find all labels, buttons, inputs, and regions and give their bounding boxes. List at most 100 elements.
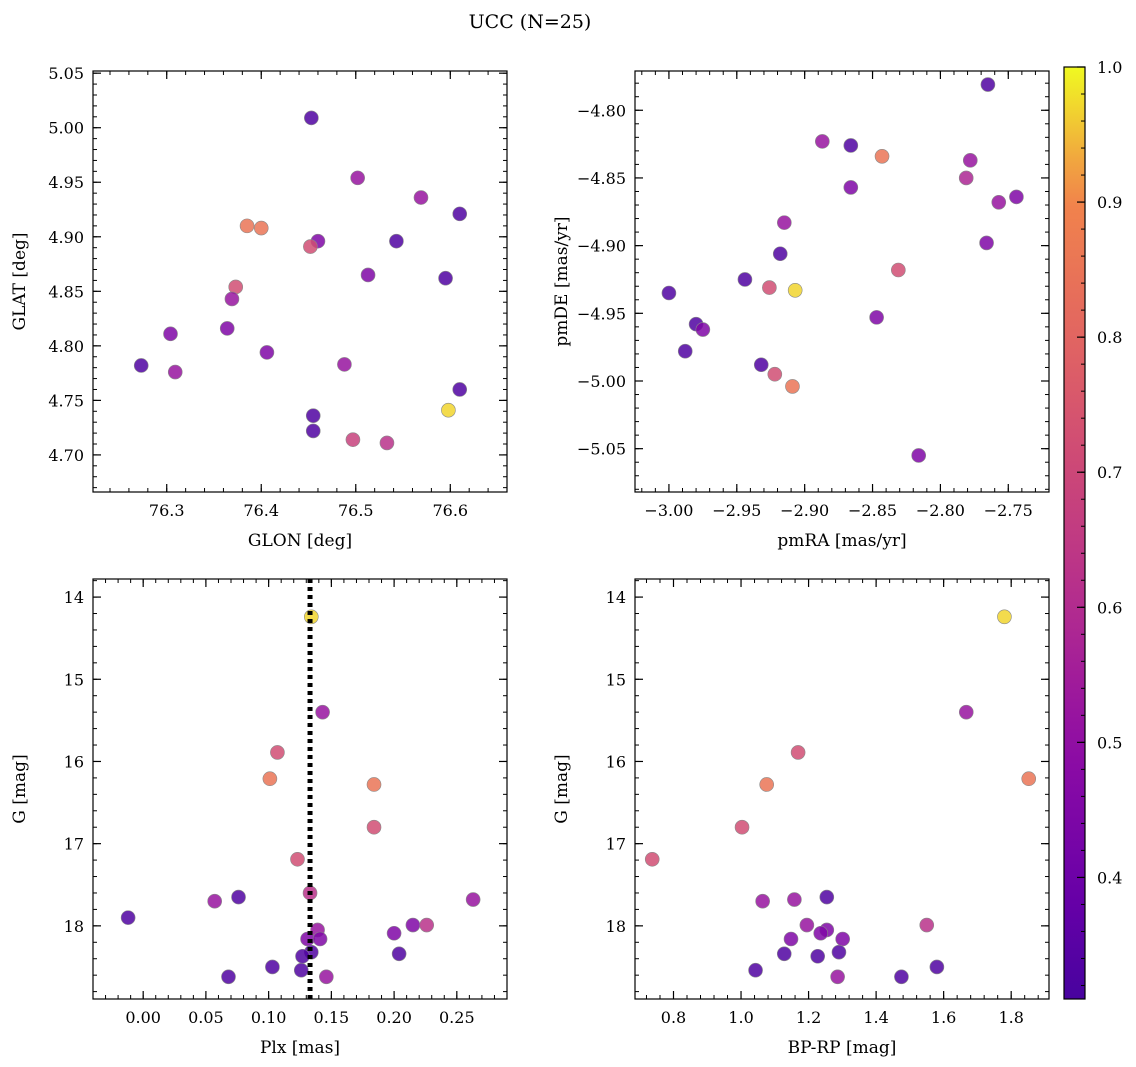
x-tick-label: 0.10 [251,1008,287,1027]
x-tick-label: 76.6 [432,501,468,520]
data-point [305,423,321,439]
x-axis-label: GLON [deg] [248,531,352,551]
data-point [810,948,825,964]
x-tick-label: 0.20 [376,1008,412,1027]
y-axis-label: pmDE [mas/yr] [552,216,572,346]
y-tick-label: 4.95 [48,173,84,192]
colorbar-tick-label: 0.5 [1097,733,1122,752]
colorbar-tick-label: 0.9 [1097,193,1122,212]
data-point [843,180,859,195]
data-point [1009,189,1024,205]
data-point [312,931,328,947]
data-point [366,777,382,792]
y-tick-label: −5.05 [577,440,626,459]
data-point [360,267,376,283]
data-point [219,321,235,336]
data-point [366,819,382,835]
data-point [958,704,974,720]
x-axis-label: BP-RP [mag] [788,1038,897,1058]
data-point [783,931,799,947]
y-tick-label: 16 [64,752,84,771]
x-tick-label: −2.80 [916,501,965,520]
data-point [290,851,305,867]
data-point [991,195,1007,210]
data-point [677,343,693,359]
figure-title: UCC (N=25) [469,11,592,33]
data-point [270,745,285,760]
data-point [262,771,278,787]
x-tick-label: 76.3 [149,501,185,520]
data-point [997,609,1012,625]
x-tick-label: 76.4 [243,501,279,520]
data-point [869,310,884,325]
y-tick-label: 17 [64,835,84,854]
data-point [790,745,806,760]
y-tick-label: 4.75 [48,391,84,410]
x-tick-label: −2.90 [780,501,829,520]
data-point [843,138,859,153]
y-tick-label: 14 [64,588,84,607]
data-point [776,946,792,962]
y-tick-label: 4.70 [48,446,84,465]
data-point [259,345,275,360]
data-point [224,291,240,307]
y-tick-label: 4.80 [48,337,84,356]
data-point [813,925,829,941]
y-tick-label: 5.00 [48,119,84,138]
y-tick-label: 18 [64,917,84,936]
data-point [815,134,830,149]
data-point [163,326,178,342]
data-point [207,893,222,909]
data-point [438,270,453,286]
data-point [386,925,402,941]
data-point [419,917,435,933]
x-tick-label: −2.95 [712,501,761,520]
data-point [785,379,800,394]
data-point [389,233,404,249]
x-axis-label: pmRA [mas/yr] [777,531,906,551]
y-axis-label: G [mag] [552,754,572,823]
data-point [831,944,847,960]
data-point [919,917,935,933]
y-tick-label: −4.90 [577,237,626,256]
data-point [980,77,996,92]
data-point [133,358,149,373]
colorbar: 0.4 0.5 0.6 0.7 0.8 0.9 1.0 [1063,58,1122,1000]
x-tick-label: 1.0 [728,1008,753,1027]
subplot-3: 0.00 0.05 0.10 0.15 0.20 0.25 14 15 16 17 18 Plx [m… [10,578,508,1058]
data-point [253,220,269,236]
data-point [819,889,835,905]
data-point [911,448,926,463]
colorbar-tick-label: 0.6 [1097,598,1122,617]
x-tick-label: 1.4 [863,1008,888,1027]
x-tick-label: 0.15 [314,1008,350,1027]
data-point [231,889,246,905]
data-point [737,272,753,287]
x-axis-label: Plx [mas] [260,1038,340,1058]
y-axis-label: GLAT [deg] [10,232,30,330]
data-point [221,969,236,985]
y-tick-label: 5.05 [48,64,84,83]
data-point [661,285,677,301]
axes-frame [634,578,1050,1000]
data-point [452,382,468,397]
subplot-4: 0.8 1.0 1.2 1.4 1.6 1.8 14 15 16 17 18 BP-RP [mag] G… [552,578,1050,1058]
data-point [319,969,334,985]
y-tick-label: 15 [606,670,626,689]
y-tick-label: −4.85 [577,169,626,188]
data-point [734,819,750,835]
data-point [748,962,763,978]
data-point [337,357,352,372]
y-tick-label: 17 [606,835,626,854]
x-tick-label: 0.25 [439,1008,475,1027]
data-point [874,148,890,164]
data-point [413,190,429,205]
data-point [265,959,280,975]
data-point [799,917,815,933]
x-tick-label: 1.2 [796,1008,821,1027]
axes-frame [634,70,1050,493]
data-point [239,218,255,234]
data-point [755,893,770,909]
x-tick-label: −2.85 [848,501,897,520]
